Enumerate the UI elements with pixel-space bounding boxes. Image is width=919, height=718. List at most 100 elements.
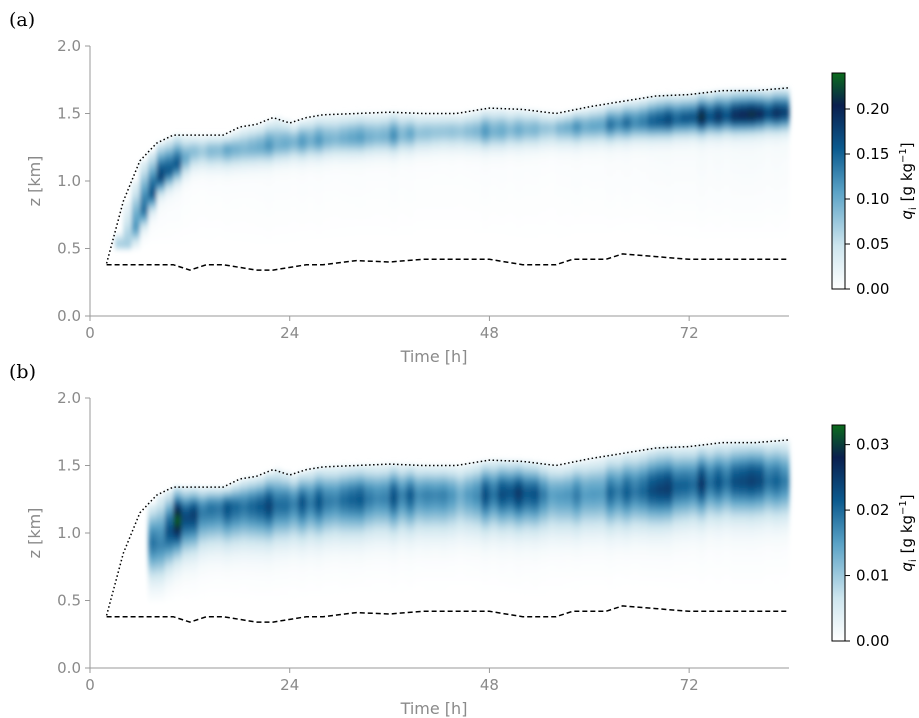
heat-cell xyxy=(223,555,233,560)
heat-cell xyxy=(314,490,324,496)
heat-cell xyxy=(223,540,233,545)
heat-cell xyxy=(672,227,682,233)
heat-cell xyxy=(497,523,507,530)
heat-cell xyxy=(248,541,258,546)
heat-cell xyxy=(356,491,366,497)
heat-cell xyxy=(580,121,590,127)
heat-cell xyxy=(314,499,324,505)
heat-cell xyxy=(389,232,399,238)
heat-cell xyxy=(389,223,399,229)
heat-cell xyxy=(464,155,474,161)
heat-cell xyxy=(589,202,599,208)
heat-cell xyxy=(231,514,241,520)
heat-cell xyxy=(506,579,515,585)
heat-cell xyxy=(464,590,474,596)
heat-cell xyxy=(664,554,674,560)
heat-cell xyxy=(206,574,216,579)
heat-cell xyxy=(481,510,491,516)
heat-cell xyxy=(439,517,449,523)
heat-cell xyxy=(655,134,665,140)
heat-cell xyxy=(347,131,357,137)
heat-cell xyxy=(780,481,790,488)
heat-cell xyxy=(697,590,707,596)
heat-cell xyxy=(231,202,241,207)
heat-cell xyxy=(289,474,299,480)
heat-cell xyxy=(164,513,174,518)
heat-cell xyxy=(705,524,715,531)
heat-cell xyxy=(198,579,208,585)
heat-cell xyxy=(273,217,282,223)
heat-cell xyxy=(497,108,507,114)
heat-cell xyxy=(439,208,449,214)
heat-cell xyxy=(356,530,366,536)
heat-cell xyxy=(747,192,757,198)
heat-cell xyxy=(556,230,565,236)
heat-cell xyxy=(381,152,391,158)
heat-cell xyxy=(597,526,607,532)
heat-cell xyxy=(689,154,699,160)
heat-cell xyxy=(764,569,773,576)
heat-cell xyxy=(181,189,191,194)
heat-cell xyxy=(522,581,532,588)
heat-cell xyxy=(705,182,715,189)
heat-cell xyxy=(689,158,699,165)
heat-cell xyxy=(647,163,657,170)
heat-cell xyxy=(431,569,441,575)
colorbar-gradient-a xyxy=(831,72,846,290)
heat-cell xyxy=(406,499,416,505)
heat-cell xyxy=(281,124,291,130)
heat-cell xyxy=(431,521,441,527)
heat-cell xyxy=(214,574,224,579)
heat-cell xyxy=(714,182,724,189)
heat-cell xyxy=(705,585,715,591)
heat-cell xyxy=(739,473,748,479)
heat-cell xyxy=(747,177,757,183)
heat-cell xyxy=(605,219,615,226)
heat-cell xyxy=(614,486,624,493)
heat-cell xyxy=(481,194,491,200)
heat-cell xyxy=(780,88,790,95)
heat-cell xyxy=(739,579,748,586)
heat-cell xyxy=(223,589,233,594)
heat-cell xyxy=(489,220,499,226)
heat-cell xyxy=(464,503,474,509)
heat-cell xyxy=(281,168,291,174)
heat-cell xyxy=(414,143,424,149)
heat-cell xyxy=(689,238,699,244)
heat-cell xyxy=(647,201,657,208)
heat-cell xyxy=(123,201,133,204)
heat-cell xyxy=(764,227,773,234)
heat-cell xyxy=(639,469,649,475)
heat-cell xyxy=(323,555,332,561)
heat-cell xyxy=(339,228,349,234)
heat-cell xyxy=(481,461,491,467)
heat-cell xyxy=(705,559,715,566)
heat-cell xyxy=(173,157,183,163)
heat-cell xyxy=(189,594,199,599)
heat-cell xyxy=(531,554,540,560)
heat-cell xyxy=(156,575,166,581)
heat-cell xyxy=(705,449,715,456)
heat-cell xyxy=(605,173,615,179)
heat-cell xyxy=(206,203,216,208)
heat-cell xyxy=(597,160,607,166)
heat-cell xyxy=(539,522,549,529)
heat-cell xyxy=(556,465,565,471)
heat-cell xyxy=(472,528,482,534)
heat-cell xyxy=(705,197,715,204)
heat-cell xyxy=(514,566,524,573)
heat-cell xyxy=(397,561,407,567)
heat-cell xyxy=(730,217,740,224)
heat-cell xyxy=(223,229,233,234)
heat-cell xyxy=(614,125,624,131)
heat-cell xyxy=(314,147,324,153)
heat-cell xyxy=(414,543,424,549)
heat-cell xyxy=(298,472,307,478)
heat-cell xyxy=(539,234,549,240)
heat-cell xyxy=(672,554,682,561)
heat-cell xyxy=(489,523,499,529)
heat-cell xyxy=(647,192,657,198)
heat-cell xyxy=(189,495,199,500)
heat-cell xyxy=(347,593,357,599)
heat-cell xyxy=(772,518,782,524)
